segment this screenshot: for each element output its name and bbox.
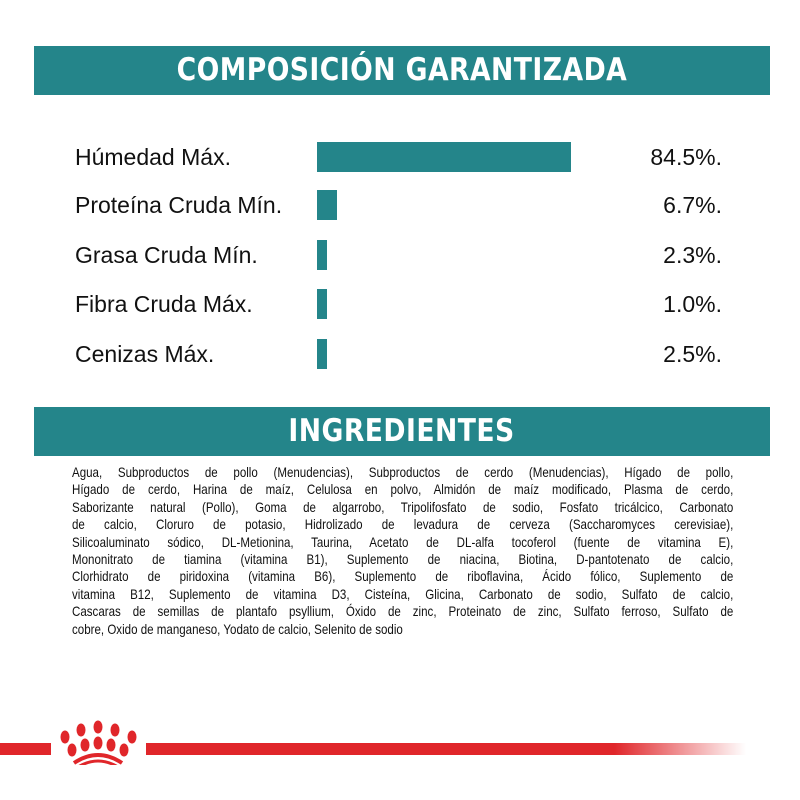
ingredients-text: Agua, Subproductos de pollo (Menudencias… (72, 464, 733, 638)
nutrient-bar (317, 339, 327, 369)
ingredients-line: Saborizante natural (Pollo), Goma de alg… (72, 499, 734, 515)
nutrient-label: Grasa Cruda Mín. (75, 242, 258, 268)
nutrient-label: Cenizas Máx. (75, 341, 215, 367)
nutrient-bar (317, 289, 327, 319)
nutrient-label: Húmedad Máx. (75, 144, 231, 170)
composition-row: Grasa Cruda Mín. 2.3%. (0, 240, 800, 270)
nutrient-value: 2.3%. (663, 242, 722, 268)
ingredients-line: Hígado de cerdo, Harina de maíz, Celulos… (72, 482, 734, 498)
ingredients-header: INGREDIENTES (34, 407, 770, 456)
ingredients-line: Mononitrato de tiamina (vitamina B1), Su… (72, 552, 734, 568)
composition-header: COMPOSICIÓN GARANTIZADA (34, 46, 770, 95)
composition-title: COMPOSICIÓN GARANTIZADA (176, 52, 628, 88)
royal-canin-logo (0, 720, 746, 765)
nutrient-bar (317, 142, 571, 172)
ingredients-line: vitamina B12, Suplemento de vitamina D3,… (72, 586, 734, 602)
nutrient-value: 6.7%. (663, 192, 722, 218)
nutrient-bar (317, 190, 338, 220)
nutrient-value: 1.0%. (663, 291, 722, 317)
nutrient-value: 84.5%. (650, 144, 722, 170)
composition-row: Proteína Cruda Mín. 6.7%. (0, 190, 800, 220)
composition-row: Cenizas Máx. 2.5%. (0, 339, 800, 369)
ingredients-line: Clorhidrato de piridoxina (vitamina B6),… (72, 569, 734, 585)
nutrient-label: Fibra Cruda Máx. (75, 291, 253, 317)
composition-row: Húmedad Máx. 84.5%. (0, 142, 800, 172)
ingredients-line: Agua, Subproductos de pollo (Menudencias… (72, 465, 734, 480)
ingredients-line: cobre, Oxido de manganeso, Yodato de cal… (72, 621, 403, 637)
ingredients-title: INGREDIENTES (288, 413, 516, 449)
nutrient-value: 2.5%. (663, 341, 722, 367)
composition-row: Fibra Cruda Máx. 1.0%. (0, 289, 800, 319)
ingredients-line: Cascaras de semillas de plantafo psylliu… (72, 604, 734, 620)
nutrient-label: Proteína Cruda Mín. (75, 192, 283, 218)
ingredients-line: de calcio, Cloruro de potasio, Hidroliza… (72, 517, 734, 533)
nutrient-bar (317, 240, 327, 270)
ingredients-line: Silicoaluminato sódico, DL-Metionina, Ta… (72, 534, 734, 550)
